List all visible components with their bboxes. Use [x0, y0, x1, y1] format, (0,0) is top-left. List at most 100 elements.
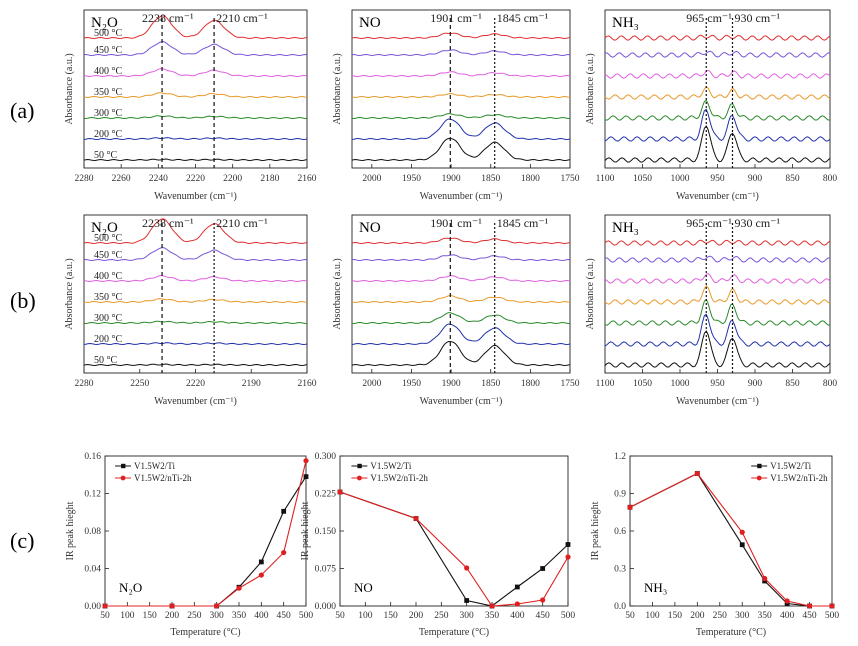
x-tick-label: 450	[277, 611, 292, 621]
spectrum-line	[351, 340, 571, 367]
spectrum-line	[351, 254, 571, 262]
data-point	[413, 515, 419, 522]
y-tick-label: 0.6	[614, 527, 626, 537]
x-tick-label: 900	[748, 379, 763, 389]
panel-b-NH3-frame	[604, 214, 831, 374]
x-tick-label: 2190	[242, 379, 261, 389]
spectrum-line	[604, 108, 831, 142]
x-tick-label: 500	[825, 611, 840, 621]
legend-marker	[757, 463, 762, 469]
x-axis-label: Wavenumber (cm⁻¹)	[420, 396, 503, 407]
y-tick-label: 0.16	[84, 452, 101, 462]
temperature-label: 500 °C	[94, 28, 122, 39]
data-point	[281, 508, 287, 514]
x-tick-label: 1050	[633, 174, 652, 184]
x-tick-label: 50	[335, 611, 345, 621]
x-tick-label: 950	[710, 379, 725, 389]
x-tick-label: 1050	[633, 379, 652, 389]
y-tick-label: 0.300	[315, 452, 337, 462]
panel-b-NO: 2000 1950 1900 1850 1800 1750 Wavenumber (cm⁻¹…	[332, 214, 580, 407]
data-point	[214, 603, 220, 609]
x-tick-label: 100	[358, 611, 373, 621]
x-tick-label: 2240	[149, 174, 168, 184]
data-point	[694, 470, 700, 477]
legend-entry: V1.5W2/nTi-2h	[134, 473, 192, 483]
spectrum-line	[351, 323, 571, 346]
x-tick-label: 450	[802, 611, 817, 621]
data-point	[739, 542, 745, 548]
legend-entry: V1.5W2/nTi-2h	[770, 473, 828, 483]
spectrum-line	[83, 320, 308, 325]
data-point	[806, 603, 813, 609]
y-tick-label: 0.225	[315, 490, 337, 500]
y-tick-label: 0.000	[315, 602, 337, 612]
data-point	[829, 603, 835, 609]
panel-title: NH₃	[612, 220, 639, 236]
panel-title: NO	[359, 15, 381, 31]
peak-label: 1845 cm⁻¹	[497, 11, 549, 25]
x-tick-label: 1750	[561, 174, 580, 184]
panel-annotation: NO	[354, 580, 373, 595]
panel-title: N₂O	[91, 220, 118, 236]
x-tick-label: 1800	[521, 379, 540, 389]
peak-label: 2210 cm⁻¹	[216, 11, 268, 25]
x-tick-label: 150	[143, 611, 158, 621]
panel-title: N₂O	[91, 15, 118, 31]
x-axis-label: Temperature (°C)	[696, 627, 766, 638]
x-tick-label: 2000	[362, 174, 381, 184]
x-tick-label: 400	[510, 611, 525, 621]
spectrum-line	[351, 71, 571, 78]
x-tick-label: 1750	[561, 379, 580, 389]
spectrum-line	[351, 92, 571, 99]
data-point	[514, 584, 520, 590]
legend-marker	[357, 463, 362, 469]
spectrum-line	[604, 313, 831, 347]
x-tick-label: 1850	[481, 379, 500, 389]
data-point	[762, 575, 768, 582]
panel-annotation: NH₃	[644, 580, 667, 595]
data-point	[169, 603, 175, 609]
spectrum-line	[83, 92, 308, 99]
x-tick-label: 250	[713, 611, 728, 621]
y-tick-label: 0.9	[614, 490, 626, 500]
x-tick-label: 2160	[298, 379, 317, 389]
spectrum-line	[83, 68, 308, 78]
x-tick-label: 2220	[186, 379, 205, 389]
legend-entry: V1.5W2/Ti	[770, 461, 811, 471]
x-tick-label: 2260	[112, 174, 131, 184]
peak-label: 965 cm⁻¹	[686, 11, 732, 25]
x-tick-label: 1100	[596, 174, 615, 184]
data-point	[540, 597, 546, 603]
spectrum-line	[83, 342, 308, 346]
spectrum-line	[604, 272, 831, 284]
x-tick-label: 450	[536, 611, 551, 621]
row-label-c: (c)	[10, 528, 34, 553]
y-axis-label: Absorbance (a.u.)	[332, 53, 343, 124]
x-tick-label: 300	[210, 611, 225, 621]
x-tick-label: 1100	[596, 379, 615, 389]
x-tick-label: 900	[748, 174, 763, 184]
spectrum-line	[351, 237, 571, 245]
spectrum-line	[83, 218, 308, 245]
spectrum-line	[351, 118, 571, 141]
data-point	[303, 458, 309, 464]
data-point	[464, 565, 470, 571]
x-tick-label: 200	[409, 611, 424, 621]
spectrum-line	[83, 137, 308, 141]
x-tick-label: 300	[735, 611, 750, 621]
panel-annotation: N₂O	[119, 580, 142, 595]
data-point	[236, 585, 242, 591]
spectrum-line	[83, 363, 308, 367]
x-tick-label: 2280	[75, 174, 94, 184]
x-axis-label: Wavenumber (cm⁻¹)	[676, 191, 759, 202]
y-tick-label: 0.150	[315, 527, 337, 537]
data-point	[102, 603, 108, 609]
x-tick-label: 2180	[260, 174, 279, 184]
spectrum-line	[351, 113, 571, 120]
x-tick-label: 200	[690, 611, 705, 621]
panel-a-N2O: 2280 2260 2240 2220 2200 2180 2160 Wavenumber (…	[64, 9, 317, 202]
data-point	[627, 504, 633, 510]
x-axis-label: Wavenumber (cm⁻¹)	[676, 396, 759, 407]
spectrum-line	[351, 49, 571, 57]
peak-label: 1901 cm⁻¹	[430, 216, 482, 230]
